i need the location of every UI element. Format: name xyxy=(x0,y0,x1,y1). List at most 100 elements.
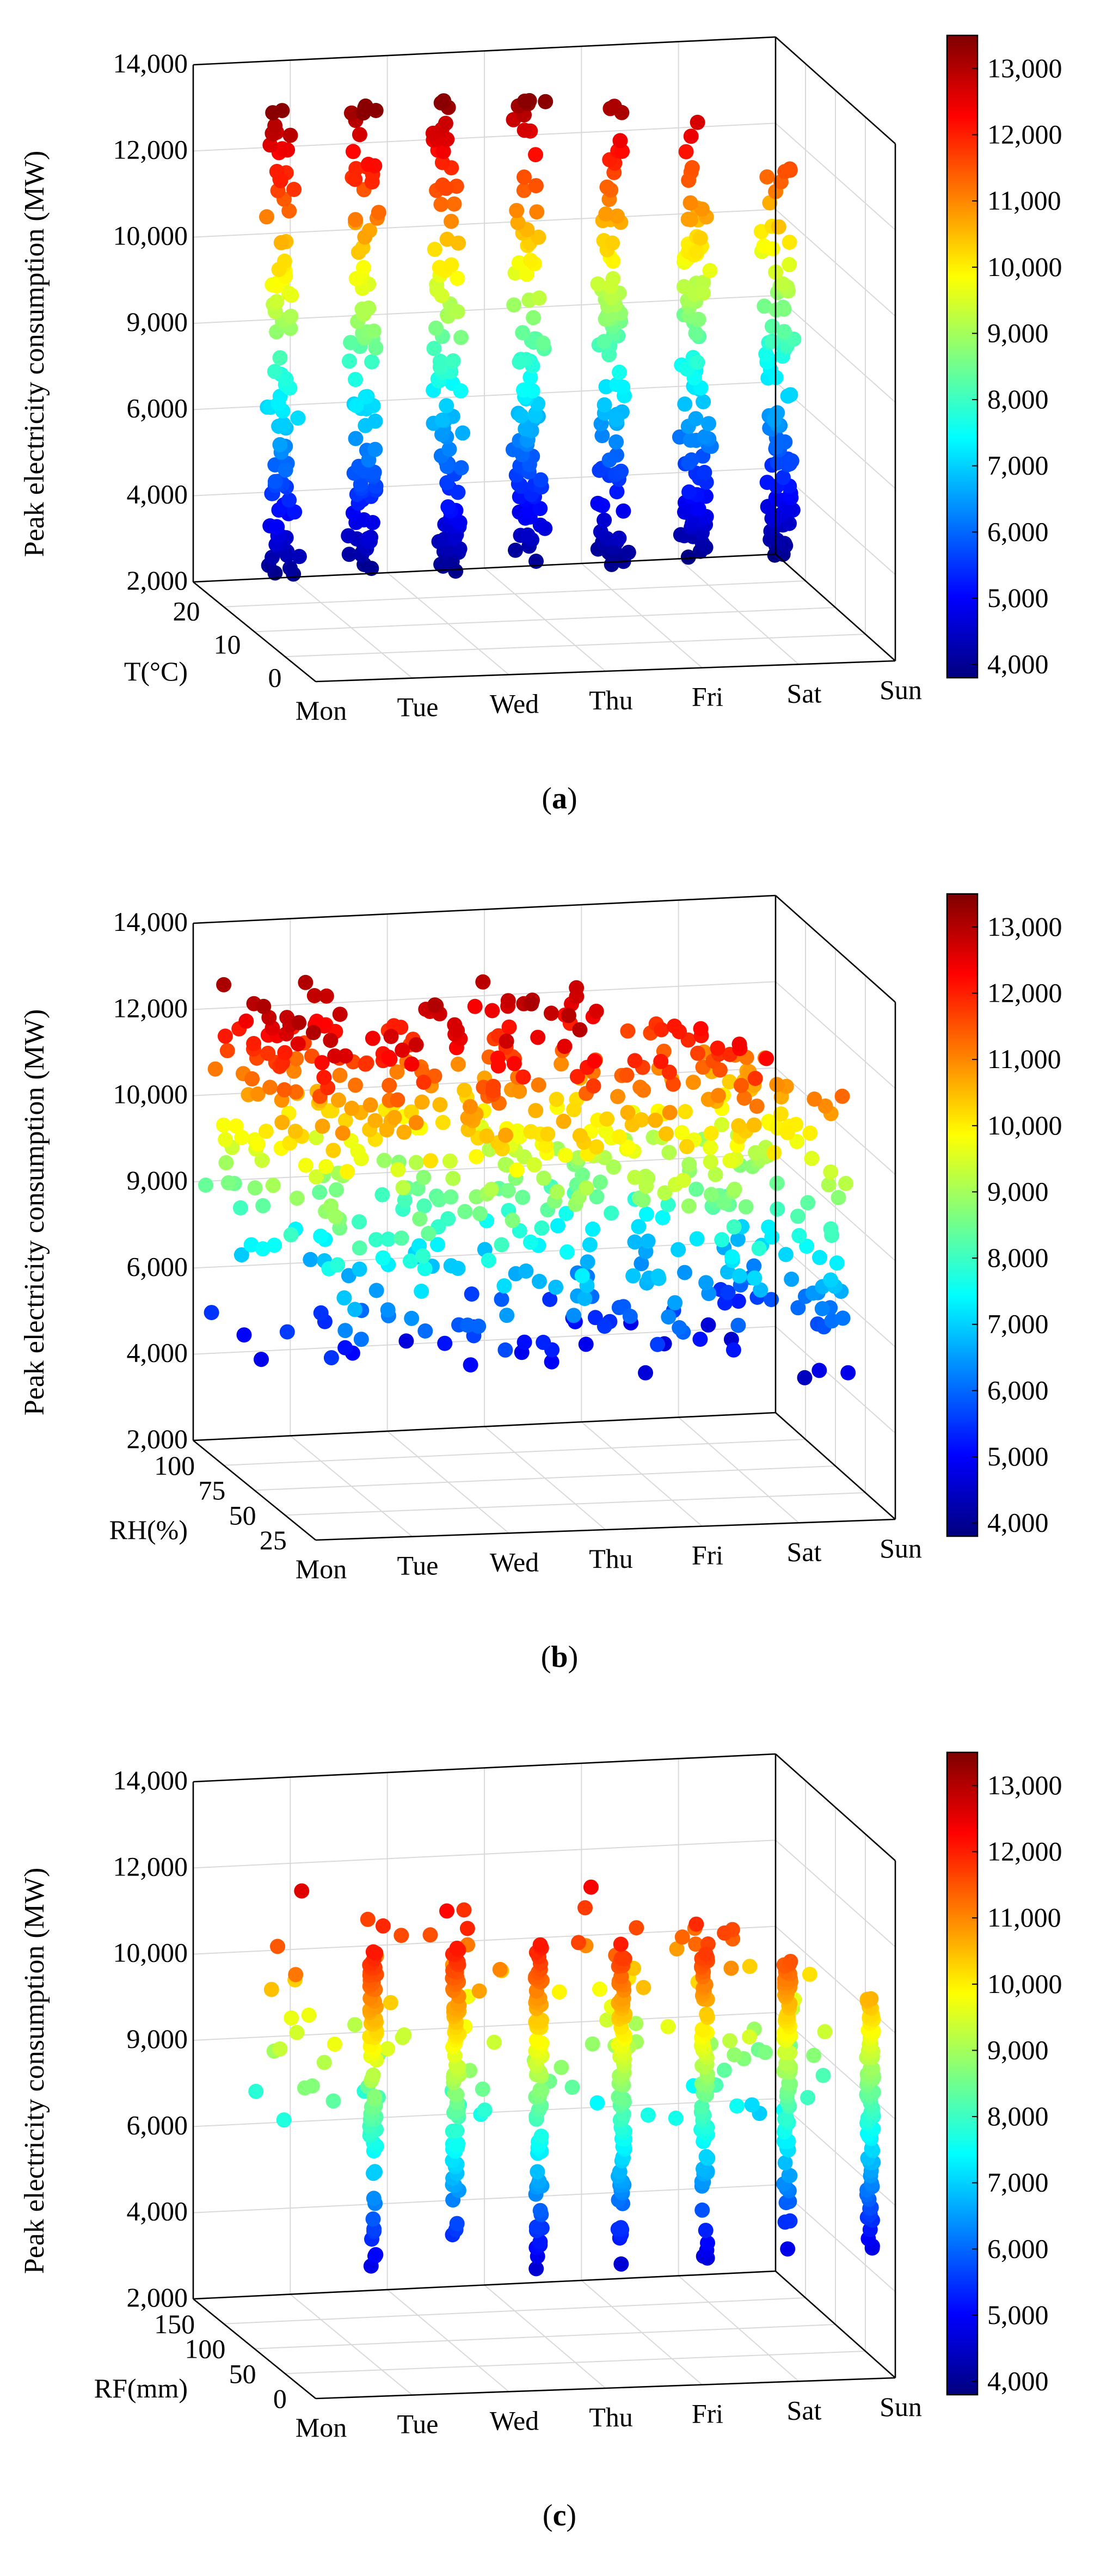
colorbar-tick-label: 5,000 xyxy=(987,582,1049,613)
data-point xyxy=(733,1078,749,1093)
data-point xyxy=(700,2235,715,2251)
data-point xyxy=(238,1013,254,1029)
data-point xyxy=(335,1125,351,1141)
data-point xyxy=(435,1115,451,1130)
data-point xyxy=(217,1028,233,1044)
data-point xyxy=(438,180,454,196)
data-point xyxy=(765,241,780,256)
data-point xyxy=(393,1020,409,1035)
data-point xyxy=(594,428,610,444)
data-point xyxy=(529,204,545,220)
colorbar-tick-label: 10,000 xyxy=(987,1968,1062,1999)
data-point xyxy=(689,244,705,260)
data-point xyxy=(371,205,386,220)
data-point xyxy=(669,1941,685,1956)
data-point xyxy=(315,1118,330,1134)
data-point xyxy=(604,290,619,305)
data-point xyxy=(475,2081,490,2097)
data-point xyxy=(569,980,585,996)
data-point xyxy=(838,1176,853,1191)
data-point xyxy=(515,325,531,341)
data-point xyxy=(380,2041,396,2057)
data-point xyxy=(318,988,334,1004)
data-point xyxy=(556,1113,571,1129)
data-point xyxy=(453,383,469,398)
data-point xyxy=(464,1286,479,1302)
data-point xyxy=(517,122,532,138)
data-point xyxy=(613,463,629,479)
data-point xyxy=(599,2012,614,2028)
data-point xyxy=(587,1053,602,1069)
colorbar-tick-label: 12,000 xyxy=(987,1836,1062,1866)
colorbar-tick-label: 6,000 xyxy=(987,516,1049,547)
data-point xyxy=(783,1954,798,1970)
data-point xyxy=(823,1272,839,1288)
data-point xyxy=(443,1189,459,1205)
data-point xyxy=(590,276,606,292)
scatter-3d-chart-a: 2,000 4,000 6,000 9,000 10,000 12,000 14,000 Pe… xyxy=(19,34,1062,815)
data-point xyxy=(440,499,456,515)
data-point xyxy=(804,1151,820,1166)
data-point xyxy=(453,460,469,476)
data-point xyxy=(535,335,551,351)
data-point xyxy=(408,1037,424,1053)
data-point xyxy=(519,266,534,282)
data-point xyxy=(433,197,449,212)
data-point xyxy=(270,396,286,412)
data-point xyxy=(638,1179,654,1194)
data-point xyxy=(769,1077,785,1093)
data-point xyxy=(343,335,359,351)
data-point xyxy=(457,1204,473,1219)
data-point xyxy=(635,1192,651,1208)
data-point xyxy=(660,2019,676,2034)
data-point xyxy=(330,1092,346,1108)
colorbar-tick-label: 5,000 xyxy=(987,1441,1049,1471)
data-point xyxy=(757,298,772,314)
data-point xyxy=(797,1370,813,1385)
panel-b: 2,000 4,000 6,000 9,000 10,000 12,000 14,000 Pe… xyxy=(0,858,1119,1717)
x-tick-label-sun: Sun xyxy=(880,2391,922,2422)
data-point xyxy=(800,2090,816,2106)
data-point xyxy=(717,1925,733,1941)
data-point xyxy=(325,1143,341,1158)
data-point xyxy=(683,432,698,448)
data-point xyxy=(840,1365,856,1381)
data-point xyxy=(611,2089,626,2105)
data-point xyxy=(530,2164,545,2180)
data-point xyxy=(277,1045,293,1060)
data-point xyxy=(624,1117,640,1132)
data-point xyxy=(337,1340,353,1356)
data-point xyxy=(781,2075,797,2091)
data-point xyxy=(762,195,778,211)
data-point xyxy=(272,2041,288,2057)
data-point xyxy=(449,1940,465,1956)
data-point xyxy=(273,173,288,188)
data-point xyxy=(655,1210,671,1225)
colorbar-tick-label: 4,000 xyxy=(987,1507,1049,1538)
data-point xyxy=(811,1363,827,1378)
data-point xyxy=(593,524,608,539)
z-tick-label: 50 xyxy=(229,2358,256,2389)
data-point xyxy=(340,1164,355,1180)
data-point xyxy=(513,408,529,424)
data-point xyxy=(668,2111,684,2126)
data-point xyxy=(569,1069,585,1084)
data-point xyxy=(528,2032,544,2048)
y-tick-label: 2,000 xyxy=(127,1424,188,1454)
data-point xyxy=(609,377,625,392)
data-point xyxy=(383,1995,398,2010)
x-tick-label-sat: Sat xyxy=(787,2395,822,2425)
data-point xyxy=(566,1308,582,1323)
x-tick-label-tue: Tue xyxy=(397,692,439,722)
data-point xyxy=(619,1067,635,1083)
data-point xyxy=(316,2054,332,2070)
data-point xyxy=(290,410,306,426)
data-point xyxy=(374,1187,390,1203)
data-point xyxy=(727,2047,742,2063)
colorbar-tick-label: 4,000 xyxy=(987,649,1049,679)
data-point xyxy=(585,2036,600,2052)
data-point xyxy=(571,1935,586,1951)
data-point xyxy=(778,2110,794,2126)
data-point xyxy=(782,235,797,250)
data-point xyxy=(306,988,322,1003)
